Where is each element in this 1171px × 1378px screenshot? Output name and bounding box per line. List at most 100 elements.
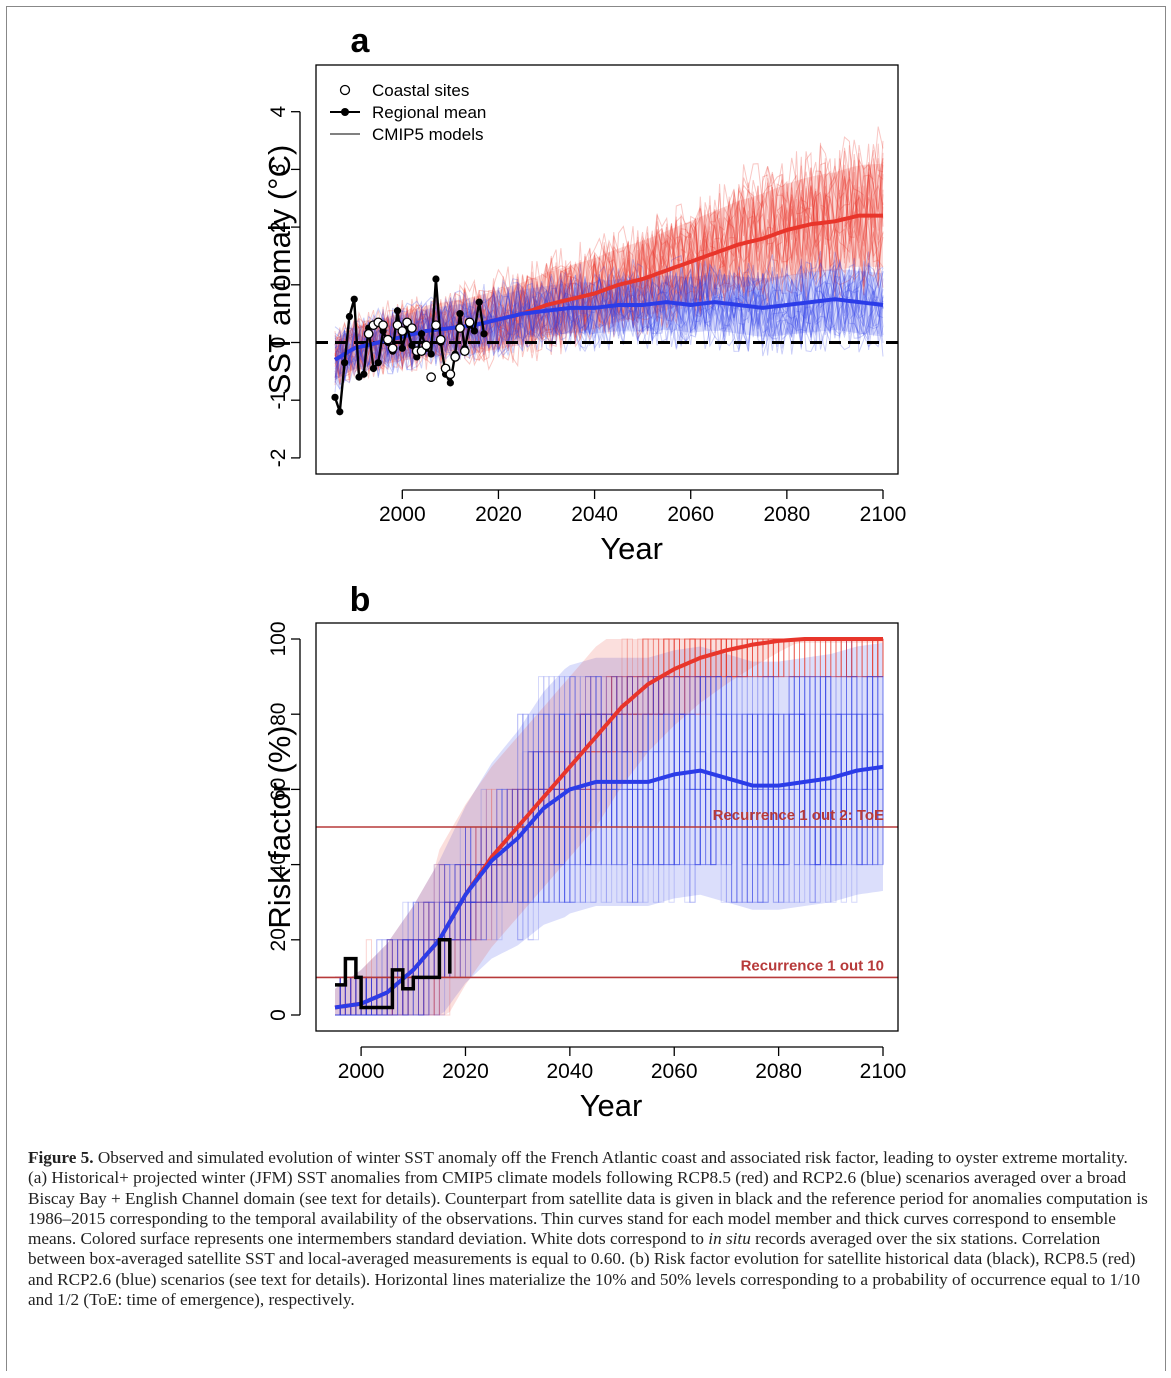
panel-a-y-axis-label: SST anomaly (°C) (262, 145, 297, 395)
panel-b-x-tick-label: 2000 (338, 1060, 385, 1083)
caption-italic: in situ (708, 1229, 751, 1249)
panel-a-regional-mean-point (456, 310, 464, 318)
panel-a-rcp26-member-line (334, 262, 884, 370)
panel-a-regional-mean-point (480, 330, 488, 338)
panel-a-regional-mean-point (341, 359, 349, 367)
panel-a-coastal-site-point (431, 320, 441, 331)
panel-b-y-tick-label: 0 (267, 1009, 290, 1021)
panel-b-rcp85-member-line (335, 638, 883, 1016)
panel-a-regional-mean-point (398, 344, 406, 352)
panel-b-y-tick-label: 100 (267, 621, 290, 656)
panel-a-regional-mean-point (446, 379, 454, 387)
panel-b-x-tick-label: 2040 (546, 1060, 593, 1083)
panel-b-rcp85-member-line (335, 638, 883, 1016)
panel-a-rcp26-band (335, 268, 883, 380)
panel-b-rcp26-member-line (335, 676, 884, 1016)
panel-a-x-tick-label: 2020 (475, 503, 522, 526)
panel-a-legend-label: CMIP5 models (372, 125, 483, 144)
panel-a-regional-mean-point (408, 341, 416, 349)
panel-a-y-tick-label: 2 (267, 221, 290, 233)
panel-b-panel-label: b (350, 581, 371, 619)
panel-a-coastal-site-point (421, 340, 432, 351)
panel-a-rcp26-mean-line (333, 297, 884, 362)
panel-a-regional-mean-point (336, 408, 344, 416)
panel-b-rcp85-member-line (335, 638, 884, 1016)
panel-b-y-tick-label: 20 (267, 928, 290, 951)
panel-b-rcp85-member-line (335, 638, 884, 1016)
panel-a-coastal-site-point (407, 323, 417, 333)
panel-b-rcp26-member-line (335, 676, 884, 1016)
panel-a-rcp26-member-line (334, 259, 884, 379)
panel-a-plot-frame (315, 64, 899, 475)
panel-b-rcp26-member-line (335, 676, 884, 1016)
panel-b-rcp26-band (335, 642, 883, 1015)
figure-caption: Figure 5. Observed and simulated evoluti… (28, 1148, 1148, 1310)
panel-a-coastal-site-point (383, 334, 393, 345)
panel-a-rcp26-member-line (334, 276, 884, 390)
panel-b-rcp85-member-line (335, 638, 883, 1016)
panel-b-rcp85-member-line (335, 638, 884, 1016)
panel-a-coastal-site-point (363, 328, 374, 339)
panel-a-regional-mean-point (427, 350, 435, 358)
panel-a-coastal-site-point (445, 369, 456, 380)
panel-a-regional-mean-point (369, 364, 378, 373)
panel-a-rcp26-member-line (334, 251, 884, 364)
panel-a-rcp85-member-line (334, 144, 884, 363)
panel-a-x-tick-label: 2000 (379, 503, 426, 526)
panel-a-coastal-site-point (435, 334, 446, 345)
panel-b-rcp85-member-line (335, 638, 884, 1016)
panel-b-rcp85-member-line (335, 638, 884, 1016)
panel-a-rcp26-member-line (334, 251, 884, 363)
panel-a-rcp85-member-line (334, 139, 884, 371)
panel-a-regional-mean-point (432, 275, 440, 283)
panel-a-regional-mean-point (475, 298, 483, 306)
panel-a-coastal-site-point (464, 317, 475, 328)
panel-a-y-tick-label: -1 (267, 391, 290, 410)
panel-b-x-axis-label: Year (580, 1088, 643, 1123)
panel-a-rcp85-member-line (334, 145, 884, 377)
panel-a-rcp26-member-line (334, 278, 884, 377)
panel-a-regional-mean-point (350, 295, 358, 303)
panel-b-rcp85-member-line (335, 638, 883, 1016)
panel-b-hline-label-0: Recurrence 1 out 2: ToE (713, 807, 884, 824)
panel-b-x-tick-label: 2100 (860, 1060, 907, 1083)
panel-a-x-tick-label: 2060 (667, 503, 714, 526)
panel-a-coastal-site-point (426, 372, 436, 382)
panel-a-plot-group (316, 126, 898, 416)
panel-b-x-tick-label: 2080 (755, 1060, 802, 1083)
panel-a-regional-mean-point (331, 393, 339, 401)
panel-b-rcp26-member-line (335, 676, 883, 1016)
panel-a-y-tick-label: 0 (267, 337, 290, 349)
panel-a-rcp85-member-line (334, 153, 884, 377)
panel-a-regional-mean-point (470, 327, 479, 335)
panel-a-rcp85-member-line (334, 174, 884, 378)
figure-frame (6, 6, 1166, 1371)
panel-a-y-tick-label: -2 (267, 449, 290, 468)
panel-a-rcp26-member-line (334, 268, 884, 363)
panel-a-coastal-site-point (459, 346, 470, 357)
panel-a-rcp85-member-line (334, 150, 884, 364)
figure-charts: 2000 2020 2040 2060 2080 2100Year-2-101234SST… (262, 22, 907, 1123)
panel-b-rcp85-band (335, 639, 883, 1015)
panel-b-y-tick-label: 40 (267, 853, 290, 876)
panel-b-satellite-risk-line (335, 938, 452, 1010)
panel-b-rcp26-member-line (335, 676, 884, 1016)
panel-a-legend-filled-circle (341, 108, 349, 116)
panel-a-y-tick-label: 3 (267, 164, 290, 176)
panel-b-rcp26-member-line (335, 676, 883, 1016)
panel-a-x-tick-label: 2040 (571, 503, 618, 526)
panel-a-legend-open-circle (339, 84, 351, 96)
panel-a-rcp26-member-line (334, 257, 884, 381)
panel-a-coastal-site-point (455, 323, 465, 333)
panel-b-y-axis-label: Risk factor (%) (262, 725, 297, 928)
panel-a-legend-label: Regional mean (372, 103, 486, 122)
panel-a-coastal-site-point (450, 352, 461, 362)
panel-a-rcp26-member-line (334, 262, 884, 371)
caption-figure-label: Figure 5. (28, 1148, 94, 1167)
panel-a-coastal-site-point (378, 320, 388, 331)
panel-a-rcp85-member-line (334, 126, 884, 362)
panel-a-coastal-site-point (387, 343, 398, 354)
panel-b-hline-label-1: Recurrence 1 out 10 (741, 957, 884, 974)
panel-a-rcp85-member-line (334, 144, 884, 375)
panel-a-regional-mean-point (360, 370, 368, 378)
